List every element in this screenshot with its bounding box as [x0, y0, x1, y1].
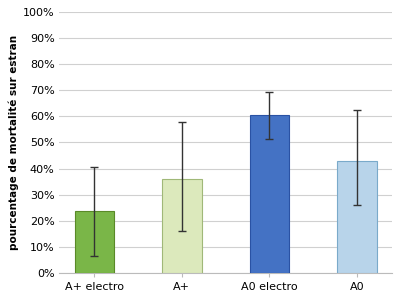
- Bar: [162, 179, 202, 273]
- Y-axis label: pourcentage de mortalité sur estran: pourcentage de mortalité sur estran: [8, 35, 19, 250]
- Bar: [337, 161, 376, 273]
- Bar: [250, 115, 289, 273]
- Bar: [74, 212, 114, 273]
